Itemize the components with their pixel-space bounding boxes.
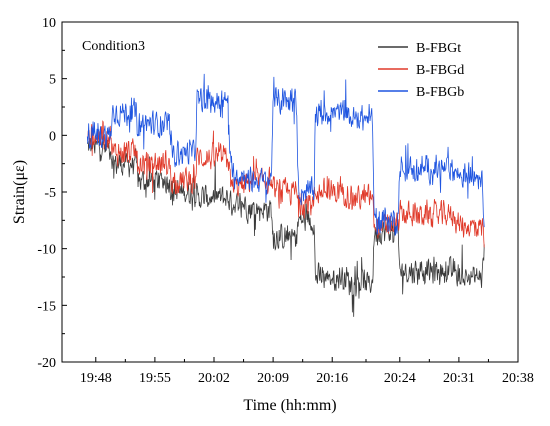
- y-tick-label: 0: [49, 129, 56, 144]
- series-layer: [86, 73, 485, 317]
- x-tick-label: 20:31: [443, 371, 475, 386]
- y-axis-label: Strain(με): [11, 160, 28, 224]
- x-tick-label: 19:48: [80, 371, 112, 386]
- x-tick-label: 19:55: [139, 371, 171, 386]
- legend-label-1: B-FBGd: [416, 63, 464, 78]
- legend-label-2: B-FBGb: [416, 85, 464, 100]
- y-tick-label: -15: [37, 299, 56, 314]
- series-line-1: [86, 120, 485, 248]
- y-tick-label: -5: [44, 186, 56, 201]
- x-tick-label: 20:09: [257, 371, 289, 386]
- y-tick-label: -10: [37, 243, 56, 258]
- series-line-0: [86, 135, 485, 317]
- x-axis: 19:48 19:55 20:02 20:09 20:16 20:24 20:31 20:38: [80, 357, 534, 386]
- x-tick-label: 20:02: [198, 371, 230, 386]
- y-axis: -20 -15 -10 -5 0 5 10: [37, 16, 67, 371]
- x-tick-label: 20:24: [384, 371, 416, 386]
- x-axis-label: Time (hh:mm): [243, 397, 336, 414]
- legend-label-0: B-FBGt: [416, 41, 461, 56]
- annotation-condition: Condition3: [82, 39, 145, 54]
- x-tick-label: 20:16: [316, 371, 348, 386]
- legend: B-FBGt B-FBGd B-FBGb: [378, 41, 464, 100]
- series-line-2: [86, 73, 485, 237]
- x-tick-label: 20:38: [502, 371, 534, 386]
- y-tick-label: 5: [49, 73, 56, 88]
- y-tick-label: 10: [42, 16, 56, 31]
- y-tick-label: -20: [37, 356, 56, 371]
